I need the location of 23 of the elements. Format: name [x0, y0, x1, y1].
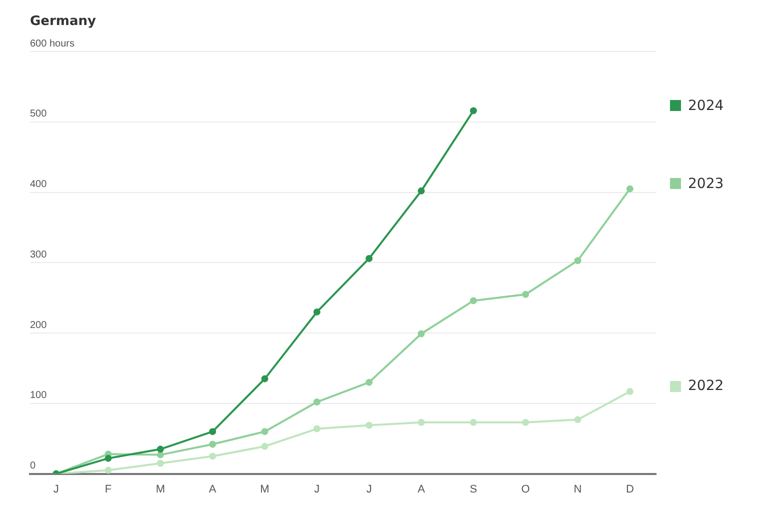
y-tick-label: 600 hours	[30, 38, 74, 50]
x-tick-label: N	[574, 483, 582, 496]
x-tick-label: D	[626, 483, 634, 496]
chart-title: Germany	[30, 14, 96, 30]
legend-label: 2023	[688, 176, 724, 192]
legend-label: 2022	[688, 378, 724, 394]
y-tick-label: 400	[30, 179, 48, 190]
y-tick-label: 300	[30, 249, 48, 260]
x-tick-label: S	[470, 483, 478, 496]
x-tick-label: J	[366, 483, 372, 496]
y-tick-label: 500	[30, 108, 48, 120]
y-tick-label: 0	[30, 460, 36, 472]
y-tick-label: 100	[30, 390, 48, 402]
y-tick-label: 200	[30, 320, 48, 331]
x-tick-label: M	[260, 483, 270, 496]
x-tick-label: O	[521, 483, 530, 496]
x-tick-label: J	[53, 483, 59, 496]
x-tick-label: M	[156, 483, 166, 496]
x-tick-label: F	[104, 483, 112, 496]
x-tick-label: A	[418, 483, 426, 496]
legend-label: 2024	[688, 98, 724, 114]
x-tick-label: A	[208, 483, 217, 496]
x-tick-label: J	[314, 483, 320, 496]
